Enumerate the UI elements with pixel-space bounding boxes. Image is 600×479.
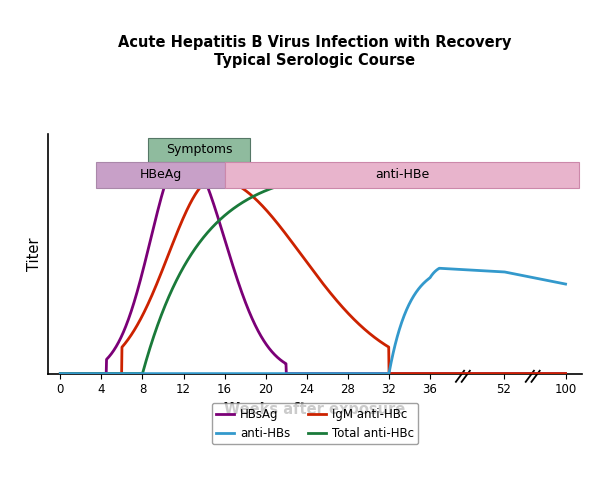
FancyBboxPatch shape — [224, 162, 580, 188]
Text: HBeAg: HBeAg — [139, 168, 182, 182]
Legend: HBsAg, anti-HBs, IgM anti-HBc, Total anti-HBc: HBsAg, anti-HBs, IgM anti-HBc, Total ant… — [212, 403, 418, 445]
Y-axis label: Titer: Titer — [28, 237, 43, 271]
Text: anti-HBe: anti-HBe — [375, 168, 429, 182]
X-axis label: Weeks after exposure: Weeks after exposure — [224, 402, 406, 417]
FancyBboxPatch shape — [96, 162, 224, 188]
FancyBboxPatch shape — [148, 138, 250, 162]
Text: Symptoms: Symptoms — [166, 143, 232, 156]
Title: Acute Hepatitis B Virus Infection with Recovery
Typical Serologic Course: Acute Hepatitis B Virus Infection with R… — [118, 35, 512, 68]
